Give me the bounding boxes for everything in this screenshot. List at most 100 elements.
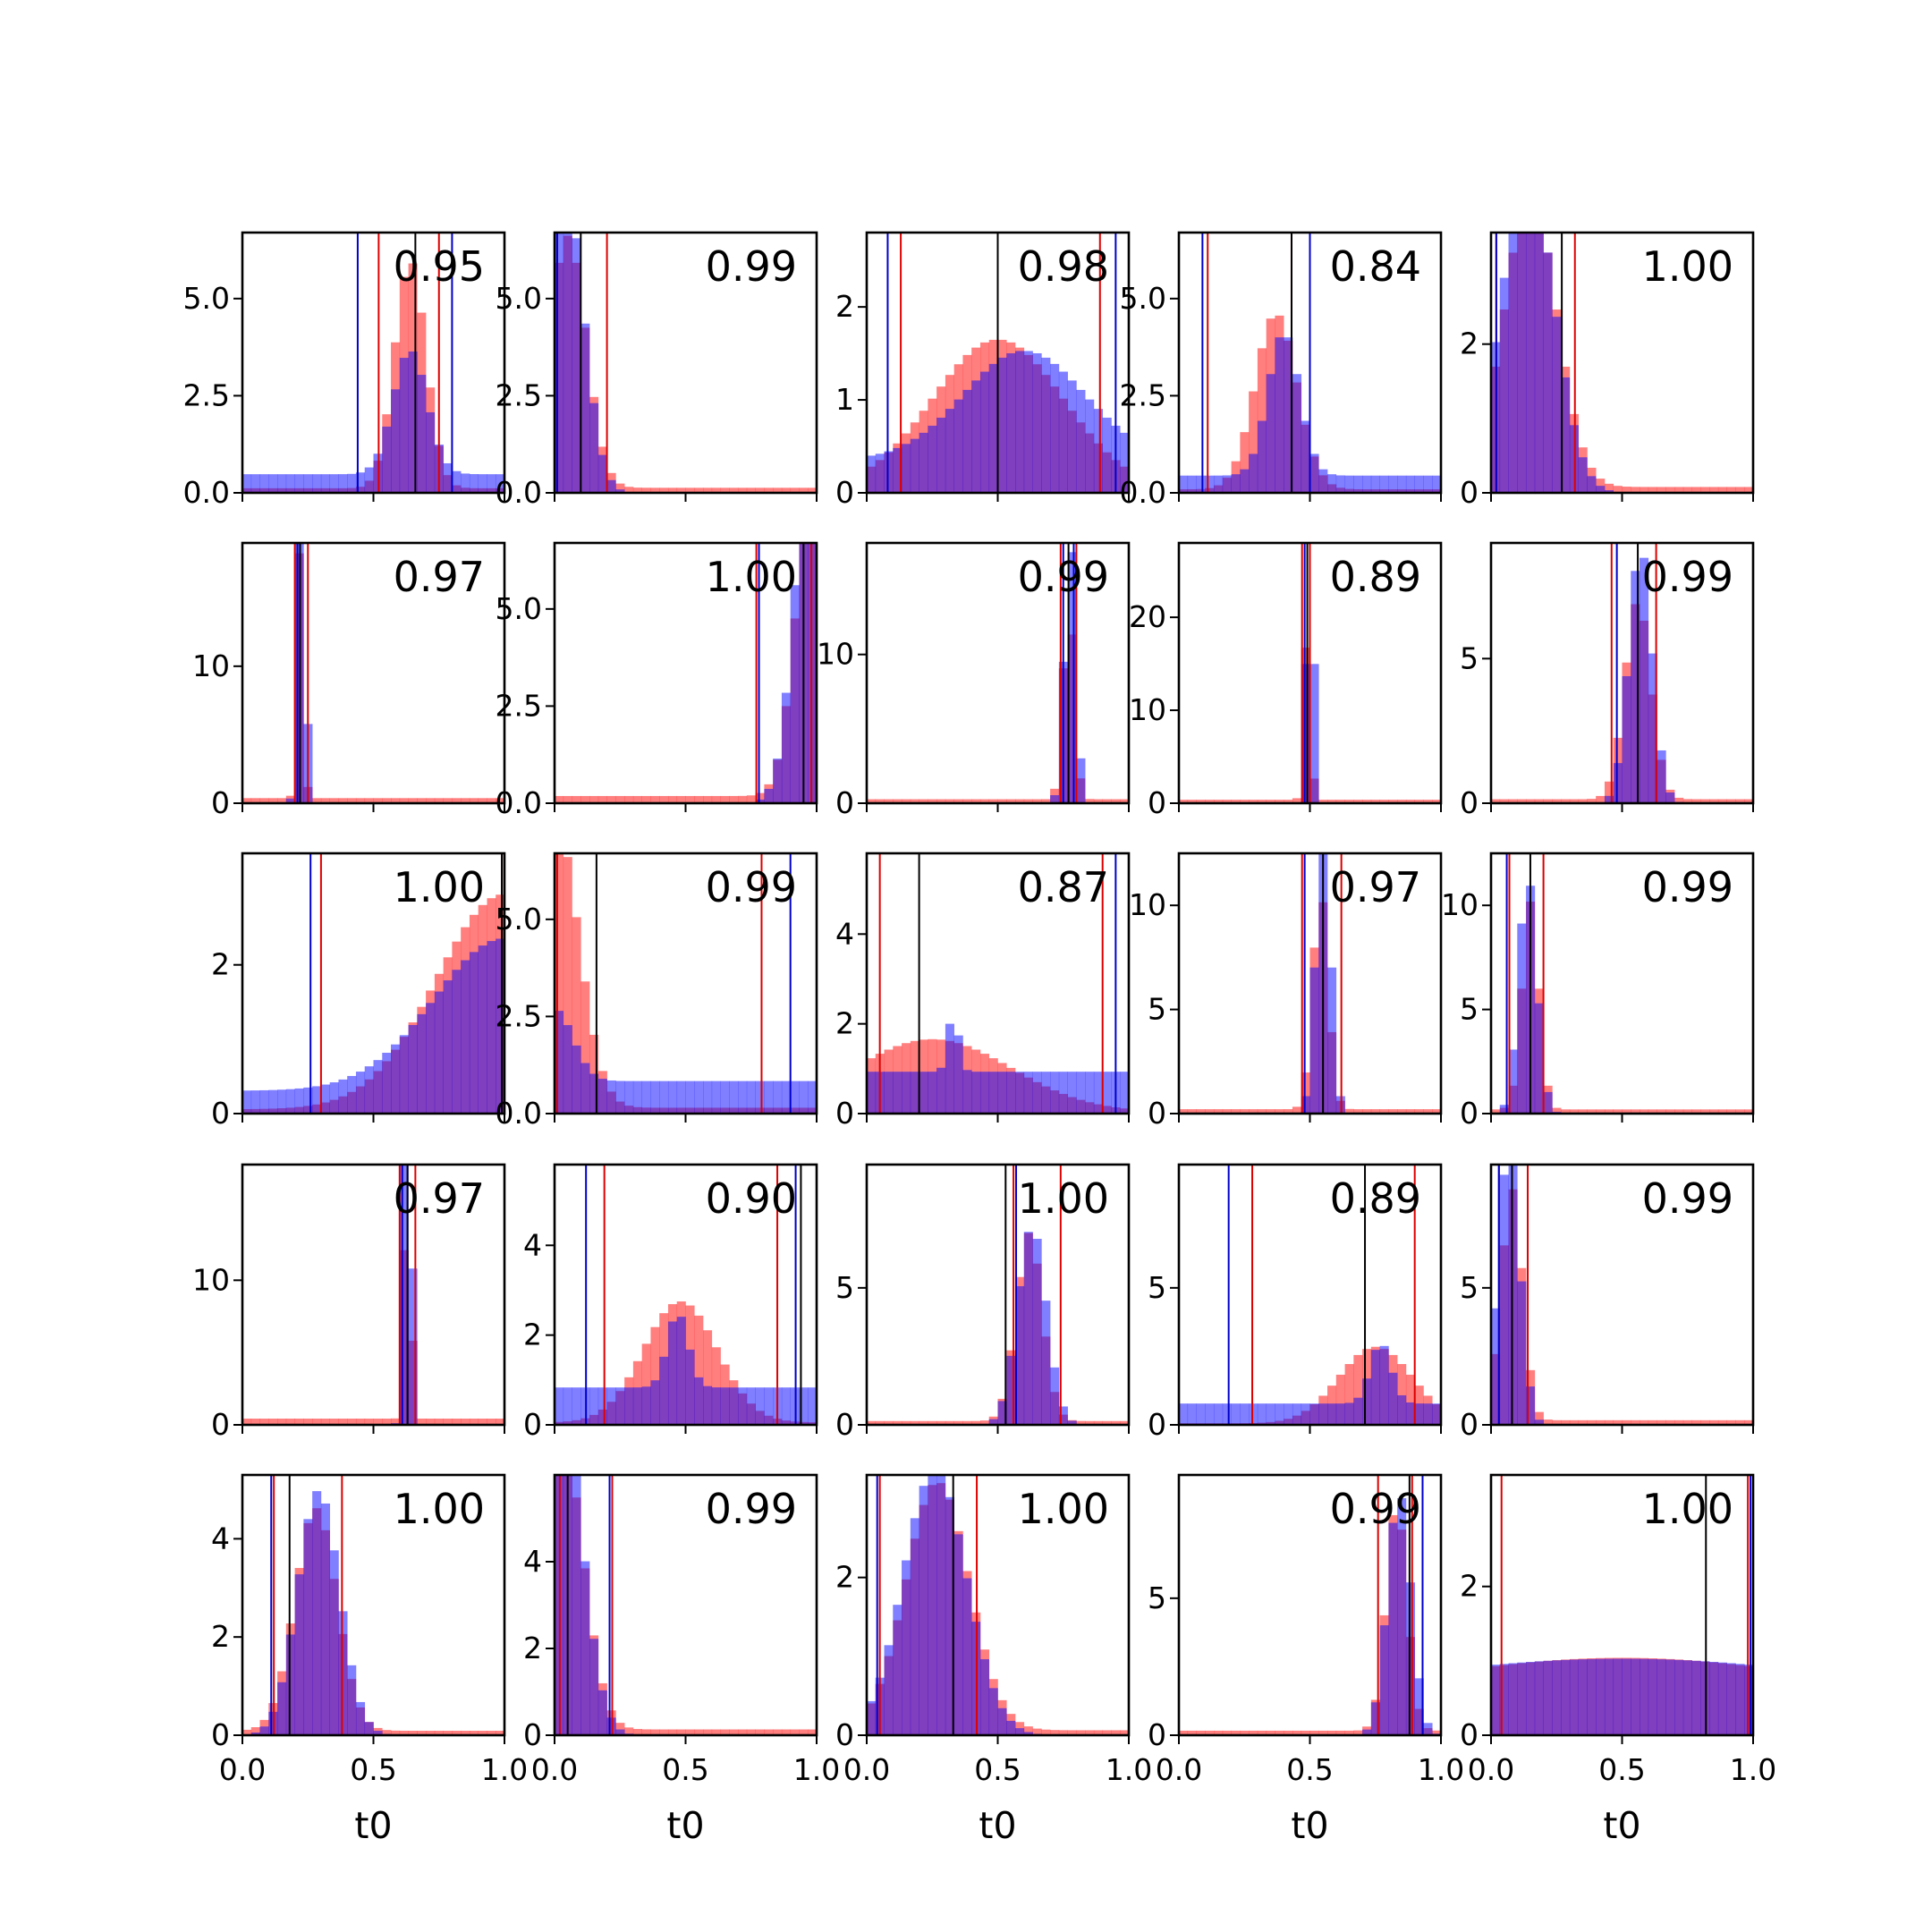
red-hist-bar [1067,1730,1077,1735]
blue-hist-bar [1187,475,1197,493]
y-tick-label: 4 [523,1227,542,1262]
red-hist-bar [487,798,496,803]
red-hist-bar [1726,1419,1736,1425]
red-hist-bar [1657,1419,1666,1425]
panel-score-label: 0.97 [394,1174,485,1223]
red-hist-bar [1526,799,1536,803]
panel-score-label: 1.00 [1018,1485,1109,1533]
blue-hist-bar [268,474,278,493]
red-hist-bar [1674,797,1684,803]
red-hist-bar [1700,1109,1710,1114]
blue-hist-bar [303,1087,313,1114]
red-hist-bar [1111,1730,1121,1735]
red-hist-bar [1499,799,1509,803]
blue-hist-bar [1657,750,1666,803]
red-hist-bar [893,799,902,803]
red-hist-bar [443,798,453,803]
blue-hist-bar [1552,317,1562,493]
red-hist-bar [1335,1374,1345,1425]
red-hist-bar [1726,487,1736,493]
red-hist-bar [268,1419,278,1425]
red-hist-bar [867,1420,877,1425]
red-hist-bar [563,857,572,1114]
red-hist-bar [443,1419,453,1425]
red-hist-bar [478,1419,487,1425]
panel-10: 050.99 [1460,541,1755,820]
red-hist-bar [242,798,252,803]
red-hist-bar [729,1729,739,1735]
y-tick-label: 5.0 [496,902,542,936]
y-tick-label: 0 [1460,785,1479,820]
red-hist-bar [729,795,739,803]
y-tick-label: 5.0 [1120,281,1166,316]
panel-score-label: 1.00 [394,1485,485,1533]
red-hist-bar [1432,1109,1441,1114]
blue-hist-bar [1397,1498,1407,1735]
red-hist-bar [650,795,660,803]
panel-plot-area [867,543,1129,803]
red-hist-bar [1578,1419,1588,1425]
red-hist-bar [461,798,470,803]
y-tick-label: 0 [1148,1717,1166,1752]
red-hist-bar [347,1419,357,1425]
red-hist-bar [242,1419,252,1425]
blue-hist-bar [563,1025,572,1114]
red-hist-bar [1388,800,1398,803]
red-hist-bar [746,1729,756,1735]
blue-hist-bar [764,1387,774,1425]
panel-plot-area [1491,853,1753,1114]
red-hist-bar [242,1729,252,1735]
blue-hist-bar [1309,1403,1319,1425]
red-hist-bar [1388,1109,1398,1114]
blue-hist-bar [1499,277,1509,493]
red-hist-bar [1205,1109,1215,1114]
blue-hist-bar [1499,1174,1509,1425]
blue-hist-bar [580,1561,590,1735]
red-hist-bar [329,1419,339,1425]
y-tick-label: 4 [523,1544,542,1579]
blue-hist-bar [928,1072,937,1114]
red-hist-bar [1006,799,1016,803]
red-hist-bar [1111,799,1121,803]
blue-hist-bar [597,454,607,493]
blue-hist-bar [606,1387,616,1425]
red-hist-bar [434,1419,444,1425]
red-hist-bar [676,1729,686,1735]
red-hist-bar [962,1420,972,1425]
blue-hist-bar [615,1387,625,1425]
blue-hist-bar [268,1089,278,1114]
red-hist-bar [1726,799,1736,803]
blue-hist-bar [1050,795,1060,803]
red-hist-bar [1691,487,1701,493]
red-hist-bar [1344,1730,1354,1735]
red-hist-bar [391,1730,401,1735]
red-hist-bar [755,1729,765,1735]
x-axis-label: t0 [666,1804,704,1847]
panel-score-label: 0.87 [1018,863,1109,911]
red-hist-bar [936,1420,946,1425]
red-hist-bar [1432,1730,1441,1735]
blue-hist-bar [285,798,295,803]
blue-hist-bar [1266,1403,1275,1425]
red-hist-bar [746,487,756,493]
blue-hist-bar [1648,1658,1657,1735]
red-hist-bar [1691,1109,1701,1114]
blue-hist-bar [364,467,374,493]
blue-hist-bar [1587,476,1597,493]
blue-hist-bar [1508,1049,1518,1114]
blue-hist-bar [1257,1403,1267,1425]
red-hist-bar [703,1729,713,1735]
red-hist-bar [884,799,894,803]
blue-hist-bar [461,960,470,1114]
red-hist-bar [1578,799,1588,803]
blue-hist-bar [1613,1658,1623,1735]
blue-hist-bar [650,1380,660,1425]
red-hist-bar [667,795,678,803]
red-hist-bar [1423,1109,1433,1114]
red-hist-bar [685,795,695,803]
panel-8: 0 10 0.99 [817,541,1131,820]
panel-12: 0.0 2.5 5.0 0.99 [496,852,818,1131]
blue-hist-bar [1006,1355,1016,1425]
blue-hist-bar [997,357,1007,493]
blue-hist-bar [1076,758,1086,803]
